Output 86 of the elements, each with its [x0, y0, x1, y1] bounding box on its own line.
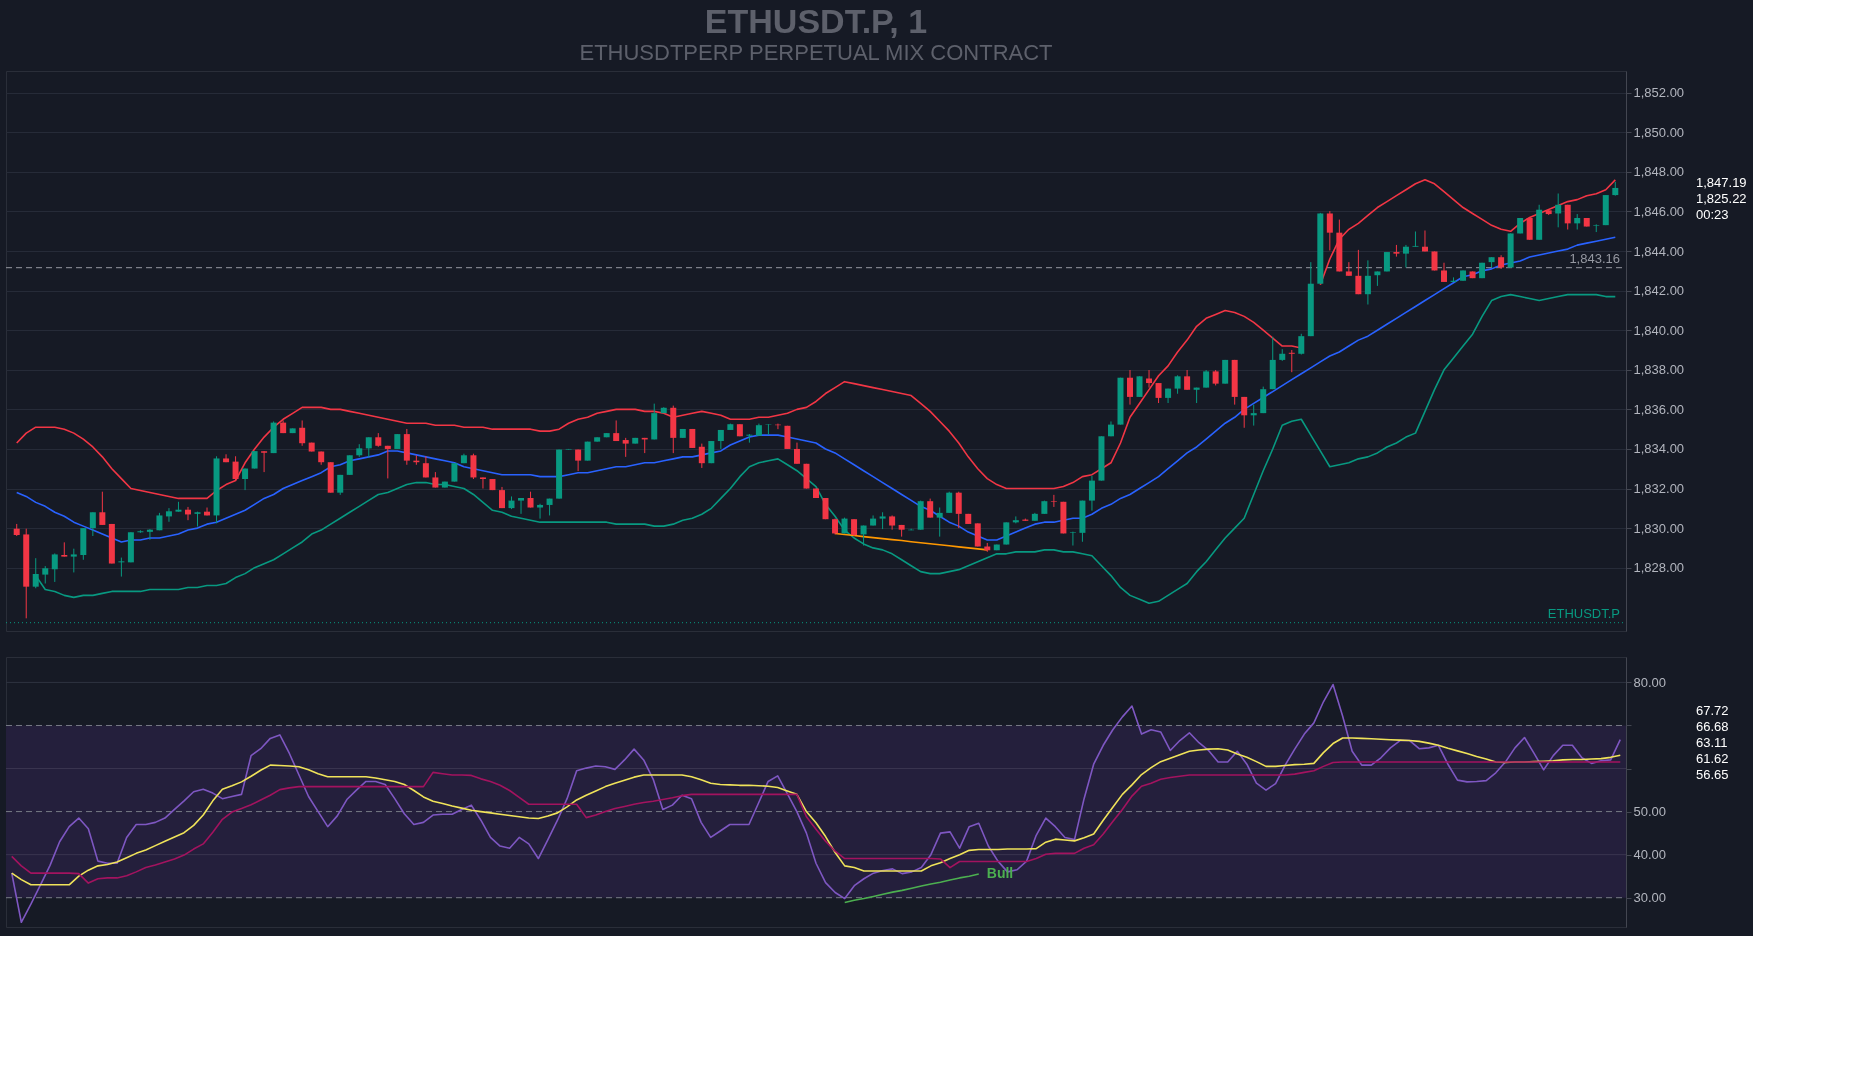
- candlestick: [1155, 382, 1162, 404]
- candlestick: [1412, 230, 1419, 248]
- candlestick: [1402, 244, 1409, 268]
- y-tick-label: 1,848.00: [1633, 164, 1685, 180]
- text: 63.11: [1696, 735, 1728, 750]
- candlestick: [299, 419, 306, 447]
- text: 1,825.22: [1696, 191, 1747, 206]
- candlestick: [61, 541, 68, 558]
- y-tick-label: 50.00: [1633, 804, 1667, 820]
- candlestick: [1088, 475, 1095, 512]
- y-tick-label: 80.00: [1633, 674, 1667, 690]
- candlestick: [1136, 375, 1143, 398]
- candlestick: [384, 445, 391, 479]
- text: 00:23: [1696, 207, 1729, 222]
- candlestick: [1441, 262, 1448, 283]
- y-tick-label: 1,832.00: [1633, 481, 1685, 497]
- candlestick: [232, 455, 239, 481]
- chart-title: ETHUSDT.P, 1: [704, 2, 928, 41]
- candlestick: [1250, 404, 1257, 427]
- y-tick-label: 1,844.00: [1633, 243, 1685, 259]
- candlestick: [622, 437, 629, 458]
- candlestick: [1564, 204, 1571, 230]
- y-tick-label: 1,850.00: [1633, 124, 1685, 140]
- candlestick: [974, 522, 981, 548]
- candlestick: [146, 528, 153, 541]
- candlestick: [118, 557, 125, 578]
- candlestick: [946, 491, 953, 514]
- candlestick: [765, 423, 772, 436]
- candlestick: [927, 498, 934, 519]
- text: 61.62: [1696, 751, 1729, 766]
- candlestick: [89, 511, 96, 537]
- y-tick-label: 1,846.00: [1633, 203, 1685, 219]
- candlestick: [1364, 259, 1371, 305]
- candlestick: [1355, 249, 1362, 295]
- candlestick: [1241, 396, 1248, 429]
- candlestick: [51, 552, 58, 583]
- candlestick: [346, 454, 353, 476]
- candlestick: [793, 442, 800, 465]
- candlestick: [537, 503, 544, 520]
- text: 66.68: [1696, 719, 1729, 734]
- candlestick: [1555, 192, 1562, 228]
- candlestick: [1345, 261, 1352, 277]
- y-tick-label: 30.00: [1633, 890, 1667, 906]
- y-tick-label: 1,830.00: [1633, 520, 1685, 536]
- chart-subtitle: ETHUSDTPERP PERPETUAL MIX CONTRACT: [579, 40, 1053, 66]
- candlestick: [261, 450, 268, 473]
- y-tick-label: 1,836.00: [1633, 401, 1685, 417]
- candlestick: [1298, 333, 1305, 356]
- candlestick: [70, 548, 77, 573]
- candlestick: [1184, 369, 1191, 391]
- candlestick: [955, 491, 962, 529]
- candlestick: [1174, 374, 1181, 395]
- y-tick-label: 40.00: [1633, 847, 1667, 863]
- candlestick: [470, 453, 477, 480]
- series-label: Bull: [986, 865, 1014, 882]
- candlestick: [1326, 210, 1333, 251]
- line-series: [10, 761, 1622, 884]
- line-series: [10, 683, 1622, 924]
- y-tick-label: 1,834.00: [1633, 441, 1685, 457]
- candlestick: [1127, 369, 1134, 406]
- candlestick: [518, 497, 525, 515]
- text: 1,847.19: [1696, 175, 1747, 190]
- candlestick: [1288, 349, 1295, 373]
- y-tick-label: 1,842.00: [1633, 283, 1685, 299]
- candlestick: [1260, 386, 1267, 414]
- y-tick-label: 1,838.00: [1633, 362, 1685, 378]
- candlestick: [165, 507, 172, 523]
- candlestick: [451, 462, 458, 483]
- candlestick: [365, 436, 372, 458]
- candlestick: [223, 453, 230, 463]
- ref-line-label: ETHUSDT.P: [1547, 605, 1620, 621]
- y-tick-label: 1,828.00: [1633, 560, 1685, 576]
- candlestick: [936, 507, 943, 538]
- candlestick: [698, 443, 705, 469]
- ref-line-label: 1,843.16: [1569, 250, 1620, 266]
- text: 67.72: [1696, 703, 1729, 718]
- y-tick-label: 1,852.00: [1633, 85, 1685, 101]
- candlestick: [1069, 531, 1076, 547]
- candlestick: [1050, 494, 1057, 508]
- candlestick: [1003, 521, 1010, 546]
- y-tick-label: 1,840.00: [1633, 322, 1685, 338]
- line-series: [843, 873, 980, 904]
- candlestick: [99, 491, 106, 526]
- candlestick: [1526, 217, 1533, 241]
- candlestick: [479, 476, 486, 490]
- text: 56.65: [1696, 767, 1729, 782]
